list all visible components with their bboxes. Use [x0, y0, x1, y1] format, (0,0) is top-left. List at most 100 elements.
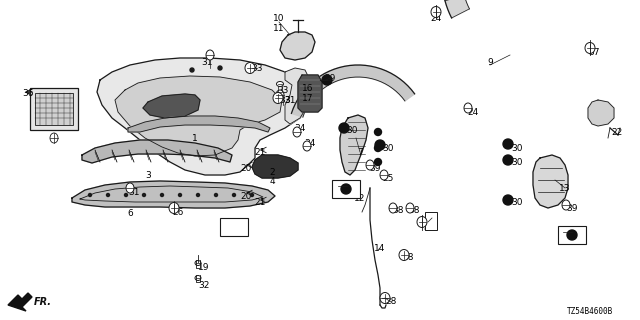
Ellipse shape	[218, 66, 222, 70]
Text: 40: 40	[341, 181, 353, 190]
Ellipse shape	[303, 141, 311, 151]
Ellipse shape	[143, 194, 145, 196]
Polygon shape	[340, 115, 368, 175]
Polygon shape	[298, 75, 322, 112]
Polygon shape	[128, 116, 270, 132]
Polygon shape	[291, 65, 415, 117]
Text: 40: 40	[566, 228, 578, 236]
Ellipse shape	[179, 194, 182, 196]
Polygon shape	[285, 68, 310, 124]
Text: 28: 28	[385, 298, 397, 307]
Ellipse shape	[214, 194, 218, 196]
Text: 31: 31	[128, 188, 140, 196]
Text: 30: 30	[511, 157, 523, 166]
Text: 4: 4	[269, 177, 275, 186]
Text: 35: 35	[51, 114, 63, 123]
Ellipse shape	[380, 292, 390, 303]
Text: 9: 9	[487, 58, 493, 67]
Ellipse shape	[339, 123, 349, 133]
Text: 32: 32	[198, 281, 210, 290]
Ellipse shape	[417, 217, 427, 228]
Text: 34: 34	[294, 124, 306, 132]
Ellipse shape	[562, 200, 570, 210]
Text: 39: 39	[369, 164, 381, 172]
Ellipse shape	[232, 194, 236, 196]
Text: 18: 18	[426, 213, 438, 222]
Text: TZ54B4600B: TZ54B4600B	[567, 308, 613, 316]
FancyBboxPatch shape	[558, 226, 586, 244]
Text: 21: 21	[254, 197, 266, 206]
Ellipse shape	[374, 158, 381, 165]
FancyBboxPatch shape	[220, 218, 248, 236]
Ellipse shape	[399, 250, 409, 260]
Ellipse shape	[206, 50, 214, 60]
FancyBboxPatch shape	[332, 180, 360, 198]
Ellipse shape	[196, 194, 200, 196]
Text: 36: 36	[22, 89, 34, 98]
Ellipse shape	[88, 194, 92, 196]
Text: 39: 39	[566, 204, 578, 212]
Text: 30: 30	[511, 197, 523, 206]
Text: 38: 38	[392, 205, 404, 214]
Ellipse shape	[245, 62, 255, 74]
Ellipse shape	[106, 194, 109, 196]
FancyBboxPatch shape	[30, 88, 78, 130]
Ellipse shape	[374, 129, 381, 135]
Polygon shape	[115, 76, 282, 156]
Text: 29: 29	[324, 74, 336, 83]
Text: 31: 31	[284, 95, 296, 105]
Text: 13: 13	[559, 183, 571, 193]
Ellipse shape	[250, 194, 253, 196]
Ellipse shape	[125, 194, 127, 196]
Polygon shape	[97, 58, 308, 175]
Text: 3: 3	[145, 171, 151, 180]
Ellipse shape	[169, 203, 179, 213]
Ellipse shape	[366, 160, 374, 170]
Polygon shape	[143, 94, 200, 118]
Polygon shape	[442, 0, 530, 18]
Ellipse shape	[375, 140, 385, 150]
Ellipse shape	[341, 184, 351, 194]
Text: 26: 26	[172, 207, 184, 217]
Text: 25: 25	[382, 173, 394, 182]
Text: 24: 24	[467, 108, 479, 116]
Ellipse shape	[389, 203, 397, 213]
Ellipse shape	[567, 230, 577, 240]
Ellipse shape	[190, 68, 194, 72]
Ellipse shape	[50, 133, 58, 143]
Text: 7: 7	[357, 148, 363, 156]
Polygon shape	[533, 155, 568, 208]
Ellipse shape	[161, 194, 163, 196]
Polygon shape	[588, 100, 614, 126]
Text: 23: 23	[277, 85, 289, 94]
Text: 30: 30	[346, 125, 358, 134]
Text: 14: 14	[374, 244, 386, 252]
Text: 2: 2	[269, 167, 275, 177]
Ellipse shape	[585, 43, 595, 53]
Ellipse shape	[374, 145, 381, 151]
Ellipse shape	[380, 170, 388, 180]
Ellipse shape	[503, 139, 513, 149]
Ellipse shape	[276, 90, 284, 100]
Text: 10: 10	[273, 13, 285, 22]
Text: 22: 22	[611, 127, 623, 137]
Polygon shape	[280, 32, 315, 60]
Text: 30: 30	[382, 143, 394, 153]
Text: 33: 33	[279, 95, 291, 105]
Text: 30: 30	[511, 143, 523, 153]
Ellipse shape	[293, 127, 301, 137]
Text: 11: 11	[273, 23, 285, 33]
Text: 38: 38	[408, 205, 420, 214]
Text: 17: 17	[302, 93, 314, 102]
Text: 15: 15	[51, 98, 63, 107]
Text: 5: 5	[221, 228, 227, 236]
Text: 20: 20	[240, 164, 252, 172]
Text: 38: 38	[403, 253, 413, 262]
Polygon shape	[252, 155, 298, 178]
Ellipse shape	[276, 82, 284, 86]
Text: 27: 27	[227, 218, 239, 227]
Ellipse shape	[431, 6, 441, 18]
Text: 24: 24	[430, 13, 442, 22]
Polygon shape	[8, 293, 32, 311]
Polygon shape	[72, 181, 275, 208]
